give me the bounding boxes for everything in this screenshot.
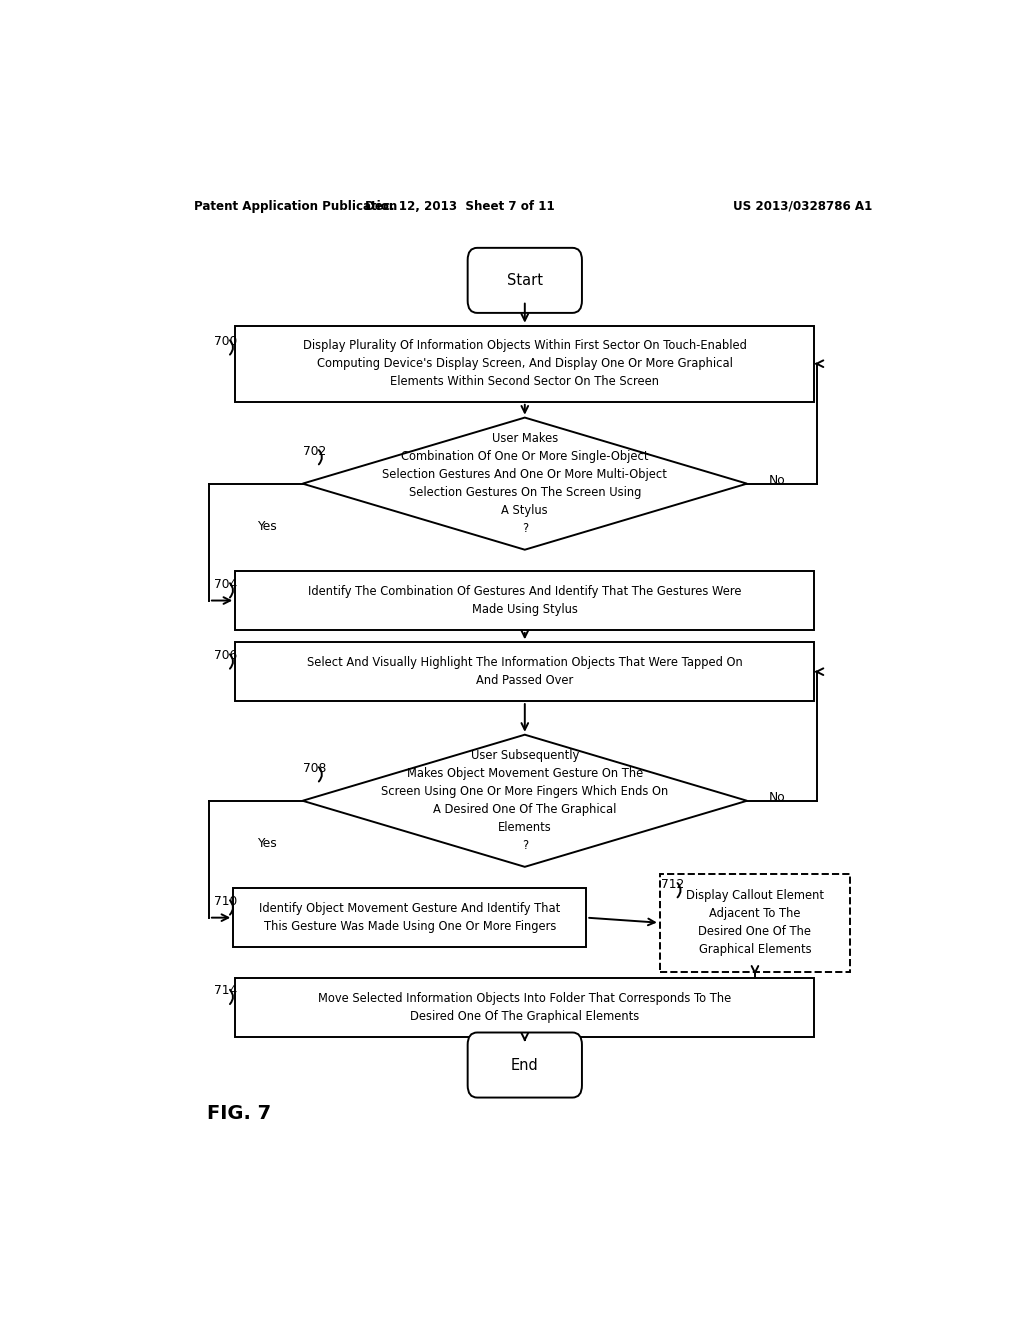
Text: No: No <box>768 791 785 804</box>
Bar <box>236 326 814 401</box>
Text: No: No <box>768 474 785 487</box>
Text: 710: 710 <box>214 895 237 908</box>
Bar <box>236 572 814 630</box>
Text: 712: 712 <box>662 878 685 891</box>
Bar <box>659 874 850 972</box>
Text: 700: 700 <box>214 335 237 348</box>
Text: User Subsequently
Makes Object Movement Gesture On The
Screen Using One Or More : User Subsequently Makes Object Movement … <box>381 750 669 853</box>
Text: 714: 714 <box>214 985 237 998</box>
Text: 706: 706 <box>214 649 237 661</box>
Text: 704: 704 <box>214 578 237 591</box>
Text: FIG. 7: FIG. 7 <box>207 1105 271 1123</box>
Text: 702: 702 <box>303 445 326 458</box>
Text: Display Callout Element
Adjacent To The
Desired One Of The
Graphical Elements: Display Callout Element Adjacent To The … <box>686 890 824 956</box>
Bar <box>233 888 587 948</box>
Text: Yes: Yes <box>257 837 276 850</box>
Text: Identify Object Movement Gesture And Identify That
This Gesture Was Made Using O: Identify Object Movement Gesture And Ide… <box>259 902 560 933</box>
Text: User Makes
Combination Of One Or More Single-Object
Selection Gestures And One O: User Makes Combination Of One Or More Si… <box>382 432 668 535</box>
Text: Select And Visually Highlight The Information Objects That Were Tapped On
And Pa: Select And Visually Highlight The Inform… <box>307 656 742 688</box>
Text: Dec. 12, 2013  Sheet 7 of 11: Dec. 12, 2013 Sheet 7 of 11 <box>365 199 555 213</box>
FancyBboxPatch shape <box>468 1032 582 1097</box>
Bar <box>236 978 814 1036</box>
Text: Move Selected Information Objects Into Folder That Corresponds To The
Desired On: Move Selected Information Objects Into F… <box>318 991 731 1023</box>
Text: Display Plurality Of Information Objects Within First Sector On Touch-Enabled
Co: Display Plurality Of Information Objects… <box>303 339 746 388</box>
Polygon shape <box>303 417 748 549</box>
Text: Yes: Yes <box>257 520 276 533</box>
Bar <box>236 643 814 701</box>
Text: US 2013/0328786 A1: US 2013/0328786 A1 <box>733 199 872 213</box>
Text: End: End <box>511 1057 539 1073</box>
Text: Identify The Combination Of Gestures And Identify That The Gestures Were
Made Us: Identify The Combination Of Gestures And… <box>308 585 741 616</box>
Text: Patent Application Publication: Patent Application Publication <box>194 199 397 213</box>
Text: Start: Start <box>507 273 543 288</box>
Polygon shape <box>303 735 748 867</box>
Text: 708: 708 <box>303 762 326 775</box>
FancyBboxPatch shape <box>468 248 582 313</box>
